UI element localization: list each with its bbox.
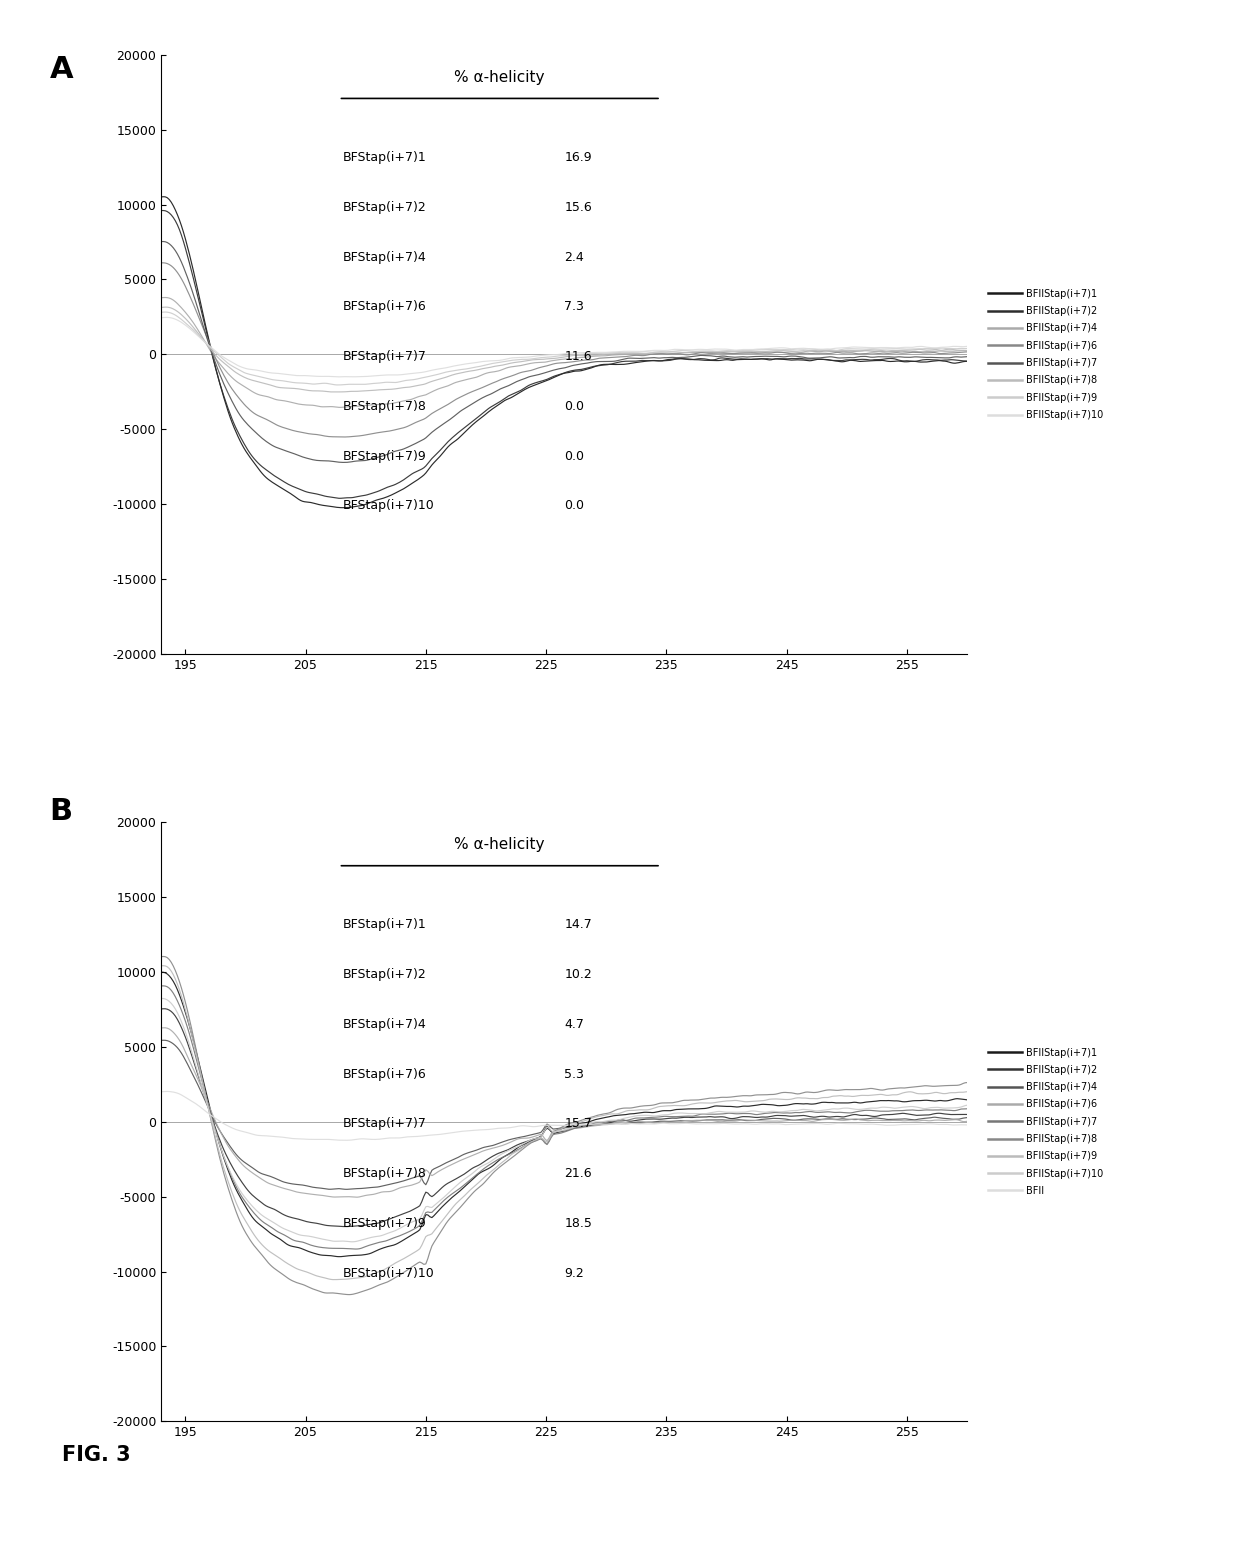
Text: 18.5: 18.5	[564, 1217, 591, 1229]
Text: 21.6: 21.6	[564, 1167, 591, 1181]
Legend: BFIIStap(i+7)1, BFIIStap(i+7)2, BFIIStap(i+7)4, BFIIStap(i+7)6, BFIIStap(i+7)7, : BFIIStap(i+7)1, BFIIStap(i+7)2, BFIIStap…	[988, 289, 1104, 420]
Text: 9.2: 9.2	[564, 1267, 584, 1279]
Text: 15.7: 15.7	[564, 1117, 591, 1131]
Text: 2.4: 2.4	[564, 250, 584, 264]
Text: FIG. 3: FIG. 3	[62, 1445, 130, 1465]
Legend: BFIIStap(i+7)1, BFIIStap(i+7)2, BFIIStap(i+7)4, BFIIStap(i+7)6, BFIIStap(i+7)7, : BFIIStap(i+7)1, BFIIStap(i+7)2, BFIIStap…	[988, 1048, 1104, 1196]
Text: 10.2: 10.2	[564, 968, 591, 981]
Text: 7.3: 7.3	[564, 300, 584, 314]
Text: BFStap(i+7)4: BFStap(i+7)4	[342, 1018, 427, 1031]
Text: BFStap(i+7)10: BFStap(i+7)10	[342, 500, 434, 512]
Text: BFStap(i+7)7: BFStap(i+7)7	[342, 350, 427, 364]
Text: B: B	[50, 797, 73, 826]
Text: BFStap(i+7)4: BFStap(i+7)4	[342, 250, 427, 264]
Text: 0.0: 0.0	[564, 500, 584, 512]
Text: 11.6: 11.6	[564, 350, 591, 364]
Text: 0.0: 0.0	[564, 450, 584, 462]
Text: A: A	[50, 55, 73, 84]
Text: % α-helicity: % α-helicity	[455, 70, 544, 84]
Text: 0.0: 0.0	[564, 400, 584, 412]
Text: 4.7: 4.7	[564, 1018, 584, 1031]
Text: BFStap(i+7)8: BFStap(i+7)8	[342, 400, 427, 412]
Text: BFStap(i+7)8: BFStap(i+7)8	[342, 1167, 427, 1181]
Text: BFStap(i+7)10: BFStap(i+7)10	[342, 1267, 434, 1279]
Text: 15.6: 15.6	[564, 201, 591, 214]
Text: 5.3: 5.3	[564, 1068, 584, 1081]
Text: % α-helicity: % α-helicity	[455, 837, 544, 851]
Text: BFStap(i+7)7: BFStap(i+7)7	[342, 1117, 427, 1131]
Text: 14.7: 14.7	[564, 918, 591, 931]
Text: BFStap(i+7)6: BFStap(i+7)6	[342, 1068, 427, 1081]
Text: BFStap(i+7)6: BFStap(i+7)6	[342, 300, 427, 314]
Text: BFStap(i+7)1: BFStap(i+7)1	[342, 152, 427, 164]
Text: BFStap(i+7)2: BFStap(i+7)2	[342, 968, 427, 981]
Text: BFStap(i+7)9: BFStap(i+7)9	[342, 1217, 427, 1229]
Text: BFStap(i+7)1: BFStap(i+7)1	[342, 918, 427, 931]
Text: BFStap(i+7)9: BFStap(i+7)9	[342, 450, 427, 462]
Text: BFStap(i+7)2: BFStap(i+7)2	[342, 201, 427, 214]
Text: 16.9: 16.9	[564, 152, 591, 164]
